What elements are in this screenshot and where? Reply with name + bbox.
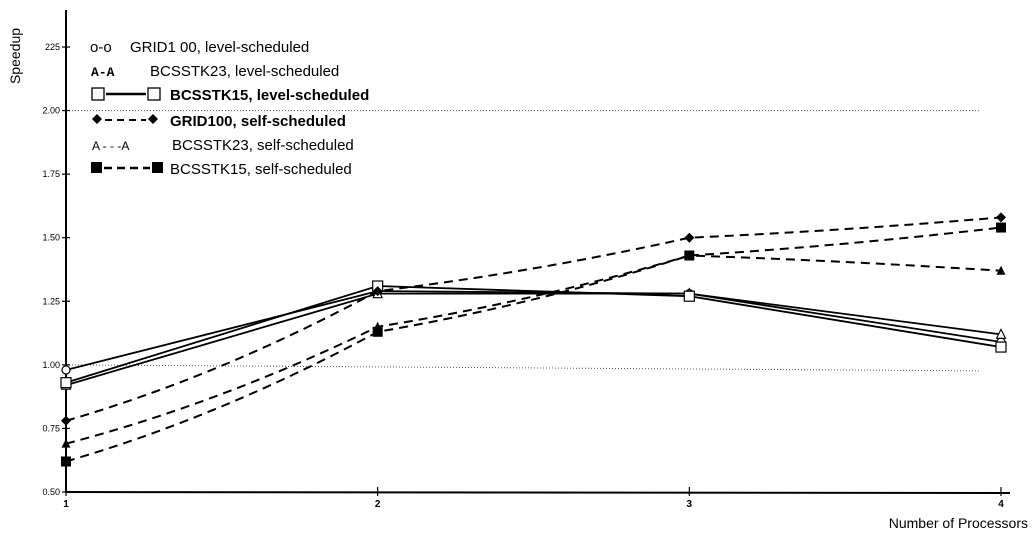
legend: o-o GRID1 00, level-scheduled A-A BCSSTK… [90, 39, 369, 178]
legend-entry-bcsstk15-self: BCSSTK15, self-scheduled [91, 161, 352, 178]
axes [65, 10, 1011, 494]
data-point [996, 212, 1006, 223]
y-tick-label: 1.00 [42, 360, 60, 370]
legend-marker-text: A - - -A [92, 139, 129, 153]
x-tick-label: 1 [63, 499, 69, 510]
data-point [61, 415, 71, 426]
data-point [684, 232, 695, 243]
legend-entry-bcsstk15-level: BCSSTK15, level-scheduled [91, 87, 369, 104]
series-line [65, 226, 1002, 463]
legend-marker-text: A-A [91, 65, 115, 80]
y-tick-label: 1.75 [42, 169, 60, 179]
y-tick-label: 225 [45, 42, 60, 52]
legend-square-icon [91, 87, 105, 101]
series-line [65, 290, 1002, 371]
x-tick-label: 2 [375, 499, 381, 510]
series-line [65, 254, 1002, 445]
data-point [996, 222, 1006, 233]
reference-line [65, 364, 981, 372]
legend-diamond-icon [92, 114, 102, 124]
legend-square-filled-icon [152, 162, 163, 173]
data-point [995, 341, 1007, 353]
series-line [65, 285, 1002, 384]
data-point [996, 265, 1006, 275]
legend-label: GRID100, self-scheduled [170, 113, 346, 130]
series-lines [65, 216, 1002, 463]
y-tick-label: 0.50 [42, 487, 60, 497]
y-ticks: 0.50 0.75 1.00 1.25 1.50 1.75 2.00 225 [42, 42, 70, 497]
data-point [61, 456, 71, 467]
y-tick-label: 1.25 [42, 296, 60, 306]
data-point [60, 377, 72, 389]
reference-lines [65, 110, 981, 372]
data-point [372, 326, 383, 337]
legend-label: BCSSTK23, level-scheduled [150, 63, 339, 80]
x-tick-label: 3 [687, 499, 693, 510]
data-point [372, 286, 383, 297]
data-point [683, 290, 695, 302]
legend-label: BCSSTK23, self-scheduled [172, 137, 354, 154]
legend-entry-bcsstk23-level: A-A BCSSTK23, level-scheduled [91, 63, 339, 80]
x-axis-line [65, 491, 1011, 494]
y-axis-title: Speedup [7, 28, 23, 84]
x-axis-title: Number of Processors [889, 515, 1028, 531]
series-line [65, 216, 1002, 422]
legend-marker-text: o-o [90, 39, 112, 56]
y-tick-label: 2.00 [42, 106, 60, 116]
y-tick-label: 1.50 [42, 233, 60, 243]
legend-diamond-icon [148, 114, 158, 124]
legend-square-icon [147, 87, 161, 101]
x-ticks: 1 2 3 4 [63, 487, 1004, 510]
data-point [995, 328, 1007, 339]
data-point [61, 365, 71, 375]
series-line [65, 292, 1002, 387]
legend-label: GRID1 00, level-scheduled [130, 39, 309, 56]
legend-square-filled-icon [91, 162, 102, 173]
y-tick-label: 0.75 [42, 423, 60, 433]
legend-label: BCSSTK15, level-scheduled [170, 87, 369, 104]
data-point [684, 250, 695, 261]
legend-entry-grid100-self: GRID100, self-scheduled [92, 113, 346, 130]
series-markers [60, 212, 1007, 467]
legend-entry-bcsstk23-self: A - - -A BCSSTK23, self-scheduled [92, 137, 354, 154]
legend-entry-grid100-level: o-o GRID1 00, level-scheduled [90, 39, 309, 56]
legend-label: BCSSTK15, self-scheduled [170, 161, 352, 178]
data-point [61, 438, 71, 448]
x-tick-label: 4 [998, 499, 1004, 510]
